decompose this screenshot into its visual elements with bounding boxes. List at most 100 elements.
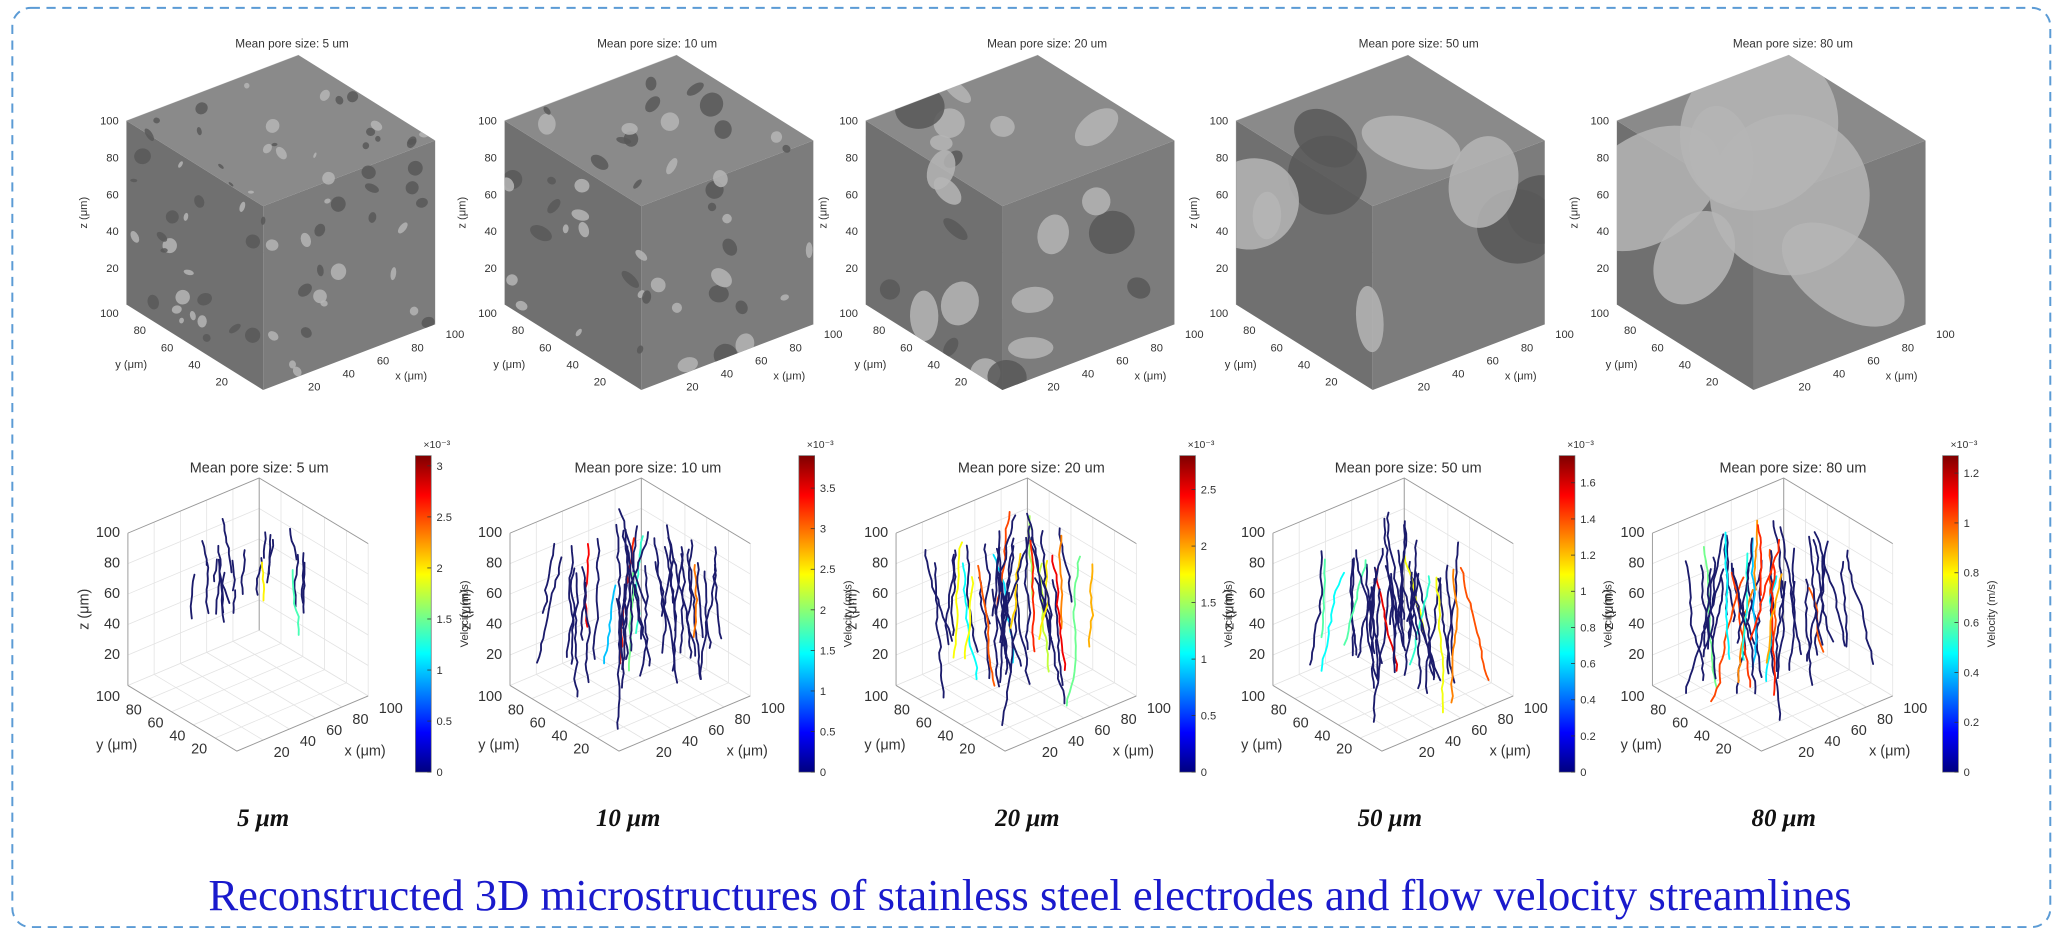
streamline xyxy=(1030,541,1034,652)
panel-title: Mean pore size: 20 um xyxy=(987,36,1107,50)
z-tick-label: 60 xyxy=(1249,586,1265,602)
colorbar-tick-label: 1 xyxy=(1201,654,1207,666)
colorbar-exponent: ×10⁻³ xyxy=(423,439,450,451)
colorbar-tick-label: 0 xyxy=(1580,767,1586,779)
colorbar-tick-label: 0.2 xyxy=(1964,717,1980,729)
z-axis-label: z (μm) xyxy=(845,589,861,630)
x-tick-label: 20 xyxy=(656,745,672,761)
streamline xyxy=(700,565,716,679)
y-tick-label: 20 xyxy=(573,742,589,758)
z-tick-label: 20 xyxy=(1597,263,1609,275)
streamline-panel: Mean pore size: 10 um2040608010020406080… xyxy=(459,439,855,779)
z-tick-label: 80 xyxy=(872,556,888,572)
z-tick-label: 40 xyxy=(872,616,888,632)
grid-line xyxy=(1001,641,1110,707)
colorbar xyxy=(799,456,815,772)
y-tick-label: 40 xyxy=(551,729,567,745)
colorbar xyxy=(1559,456,1575,772)
y-tick-label: 20 xyxy=(1336,742,1352,758)
y-tick-label: 80 xyxy=(512,325,524,337)
grid-line xyxy=(532,643,663,698)
x-tick-label: 100 xyxy=(1147,701,1171,717)
colorbar-tick-label: 3 xyxy=(820,524,826,536)
z-tick-label: 20 xyxy=(484,263,496,275)
z-tick-label: 20 xyxy=(1249,647,1265,663)
x-tick-label: 100 xyxy=(379,701,403,717)
colorbar xyxy=(415,456,431,772)
y-axis-label: y (μm) xyxy=(478,737,519,753)
grid-line xyxy=(1027,630,1136,696)
x-axis-label: x (μm) xyxy=(727,744,768,760)
colorbar-tick-label: 0 xyxy=(436,767,442,779)
y-tick-label: 60 xyxy=(539,342,551,354)
streamline-panel: Mean pore size: 50 um2040608010020406080… xyxy=(1222,439,1615,779)
colorbar-tick-label: 2 xyxy=(820,605,826,617)
streamline-panel: Mean pore size: 5 um20406080100204060801… xyxy=(76,439,470,779)
z-axis-label: z (μm) xyxy=(78,197,90,229)
colorbar-tick-label: 1.5 xyxy=(436,614,452,626)
y-tick-label: 100 xyxy=(1620,689,1644,705)
x-tick-label: 40 xyxy=(1833,369,1845,381)
grid-line xyxy=(1784,600,1893,666)
x-tick-label: 20 xyxy=(1798,745,1814,761)
z-tick-label: 20 xyxy=(1216,263,1228,275)
z-tick-label: 60 xyxy=(104,586,120,602)
z-tick-label: 20 xyxy=(846,263,858,275)
streamline xyxy=(715,547,721,638)
y-axis-label: y (μm) xyxy=(1621,737,1662,753)
streamline xyxy=(262,562,264,600)
z-tick-label: 40 xyxy=(1249,616,1265,632)
box-edge xyxy=(510,685,750,751)
structure-panel: Mean pore size: 10 um2040608010020406080… xyxy=(456,36,842,393)
y-tick-label: 80 xyxy=(1650,702,1666,718)
y-tick-label: 20 xyxy=(959,742,975,758)
z-tick-label: 60 xyxy=(872,586,888,602)
x-tick-label: 100 xyxy=(824,329,843,341)
z-tick-label: 60 xyxy=(484,189,496,201)
colorbar-tick-label: 0 xyxy=(820,767,826,779)
grid-line xyxy=(1404,630,1513,696)
x-tick-label: 100 xyxy=(1555,329,1574,341)
grid-line xyxy=(1404,508,1513,574)
y-tick-label: 100 xyxy=(1210,308,1229,320)
panel-title: Mean pore size: 10 um xyxy=(597,36,717,50)
y-axis-label: y (μm) xyxy=(115,359,147,371)
streamline xyxy=(543,544,555,613)
x-tick-label: 40 xyxy=(342,369,354,381)
structure-panel: Mean pore size: 20 um2040608010020406080… xyxy=(817,36,1203,395)
x-tick-label: 80 xyxy=(1521,342,1533,354)
column-label: 10 μm xyxy=(596,805,660,832)
grid-line xyxy=(1705,663,1814,729)
colorbar-tick-label: 1.5 xyxy=(1201,598,1217,610)
colorbar-tick-label: 0.6 xyxy=(1964,618,1980,630)
x-tick-label: 60 xyxy=(1486,355,1498,367)
y-axis-label: y (μm) xyxy=(1241,737,1282,753)
y-tick-label: 20 xyxy=(1325,376,1337,388)
grid-line xyxy=(896,508,1027,563)
y-tick-label: 20 xyxy=(594,376,606,388)
colorbar-tick-label: 1.2 xyxy=(1964,468,1980,480)
y-tick-label: 60 xyxy=(530,715,546,731)
z-axis-label: z (μm) xyxy=(1188,197,1200,229)
z-tick-label: 60 xyxy=(1216,189,1228,201)
x-tick-label: 80 xyxy=(1902,342,1914,354)
streamline xyxy=(222,573,225,613)
z-axis-label: z (μm) xyxy=(1222,589,1238,630)
panel-title: Mean pore size: 50 um xyxy=(1335,461,1482,477)
y-axis-label: y (μm) xyxy=(1225,359,1257,371)
z-tick-label: 100 xyxy=(1210,116,1229,128)
streamline xyxy=(569,546,573,664)
x-tick-label: 20 xyxy=(1047,382,1059,394)
grid-line xyxy=(150,643,281,698)
colorbar-tick-label: 0 xyxy=(1964,767,1970,779)
grid-line xyxy=(193,670,324,725)
z-tick-label: 80 xyxy=(104,556,120,572)
z-tick-label: 40 xyxy=(486,616,502,632)
y-axis-label: y (μm) xyxy=(864,737,905,753)
y-tick-label: 40 xyxy=(169,729,185,745)
streamline xyxy=(1815,532,1845,645)
colorbar-tick-label: 0.5 xyxy=(436,716,452,728)
colorbar xyxy=(1943,456,1959,772)
z-tick-label: 100 xyxy=(100,116,119,128)
colorbar-tick-label: 0.8 xyxy=(1964,568,1980,580)
